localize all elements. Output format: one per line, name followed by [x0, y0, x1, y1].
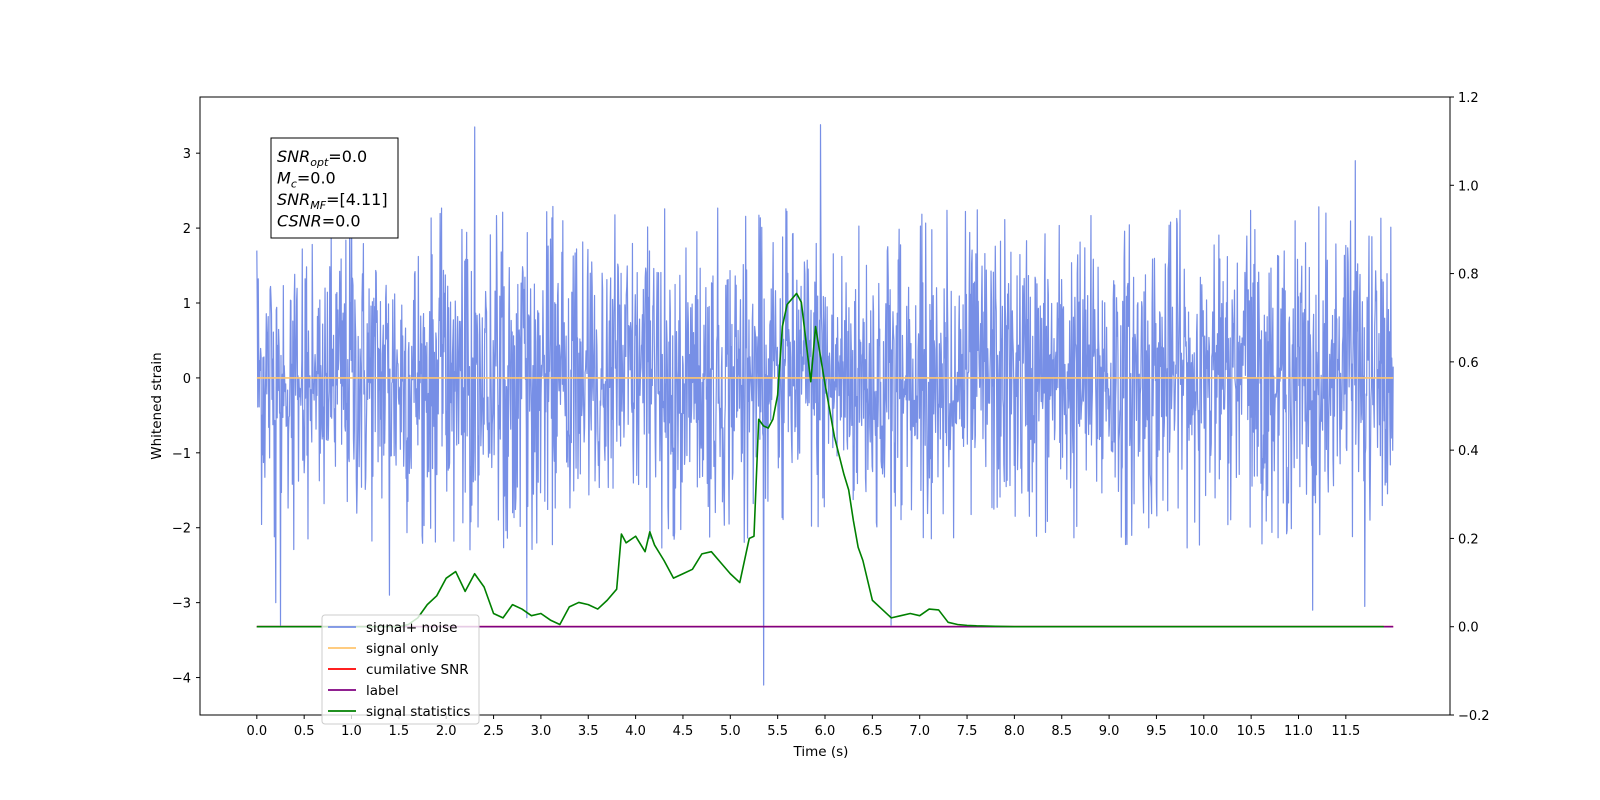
- x-tick-label: 10.0: [1189, 724, 1218, 739]
- x-tick-label: 0.5: [294, 724, 315, 739]
- y-tick-label: 1: [183, 297, 191, 312]
- x-axis-ticks: 0.0 0.5 1.0 1.5 2.0 2.5 3.0 3.5 4.0 4.5 5.0 5.5 6.0 6…: [246, 715, 1360, 739]
- y2-tick-label: 0.0: [1458, 621, 1479, 636]
- x-tick-label: 5.0: [720, 724, 741, 739]
- y2-tick-label: 0.2: [1458, 532, 1479, 547]
- y-tick-label: 2: [183, 222, 191, 237]
- y2-tick-label: 1.2: [1458, 91, 1479, 106]
- x-tick-label: 1.5: [389, 724, 410, 739]
- annotation-line: Mc=0.0: [277, 169, 336, 191]
- x-tick-label: 4.0: [625, 724, 646, 739]
- y2-axis-ticks: 1.2 1.0 0.8 0.6 0.4 0.2 0.0 −0.2: [1450, 91, 1490, 724]
- y2-tick-label: 0.6: [1458, 356, 1479, 371]
- x-tick-label: 3.5: [578, 724, 599, 739]
- legend: signal+ noise signal only cumilative SNR la…: [321, 614, 480, 725]
- y2-tick-label: 0.4: [1458, 444, 1479, 459]
- annotation-line: CSNR=0.0: [277, 212, 361, 231]
- x-tick-label: 11.0: [1284, 724, 1313, 739]
- x-tick-label: 10.5: [1237, 724, 1266, 739]
- x-tick-label: 6.0: [815, 724, 836, 739]
- annotation-line: SNRopt=0.0: [277, 147, 367, 169]
- x-axis-label: Time (s): [793, 744, 849, 760]
- x-tick-label: 7.0: [909, 724, 930, 739]
- annotation-frame: [270, 137, 399, 239]
- x-tick-label: 3.0: [531, 724, 552, 739]
- x-tick-label: 4.5: [673, 724, 694, 739]
- x-tick-label: 0.0: [246, 724, 267, 739]
- y-tick-label: −1: [172, 447, 191, 462]
- legend-label-label: label: [366, 683, 399, 699]
- x-tick-label: 7.5: [957, 724, 978, 739]
- y2-tick-label: 0.8: [1458, 268, 1479, 283]
- x-tick-label: 2.0: [436, 724, 457, 739]
- x-tick-label: 9.0: [1099, 724, 1120, 739]
- legend-frame: [321, 614, 480, 725]
- annotation-line: SNRMF=[4.11]: [277, 190, 388, 212]
- y-tick-label: 0: [183, 372, 191, 387]
- y-tick-label: −4: [172, 672, 191, 687]
- y-tick-label: −3: [172, 597, 191, 612]
- y-axis-ticks: 3 2 1 0 −1 −2 −3 −4: [172, 147, 200, 687]
- x-tick-label: 8.0: [1004, 724, 1025, 739]
- y-tick-label: −2: [172, 522, 191, 537]
- x-tick-label: 1.0: [341, 724, 362, 739]
- x-tick-label: 11.5: [1331, 724, 1360, 739]
- y-axis-label: Whitened strain: [149, 352, 165, 459]
- x-tick-label: 9.5: [1146, 724, 1167, 739]
- series-line-signal-noise: [256, 124, 1394, 686]
- y2-tick-label: 1.0: [1458, 179, 1479, 194]
- y-tick-label: 3: [183, 147, 191, 162]
- legend-label-signal-noise: signal+ noise: [366, 620, 457, 636]
- y2-tick-label: −0.2: [1458, 709, 1490, 724]
- legend-label-signal-statistics: signal statistics: [366, 704, 470, 720]
- x-tick-label: 8.5: [1051, 724, 1072, 739]
- x-tick-label: 6.5: [862, 724, 883, 739]
- legend-label-cumilative-snr: cumilative SNR: [366, 662, 469, 678]
- legend-label-signal-only: signal only: [366, 641, 439, 657]
- series-line-signal-statistics: [256, 292, 1384, 628]
- x-tick-label: 2.5: [483, 724, 504, 739]
- x-tick-label: 5.5: [767, 724, 788, 739]
